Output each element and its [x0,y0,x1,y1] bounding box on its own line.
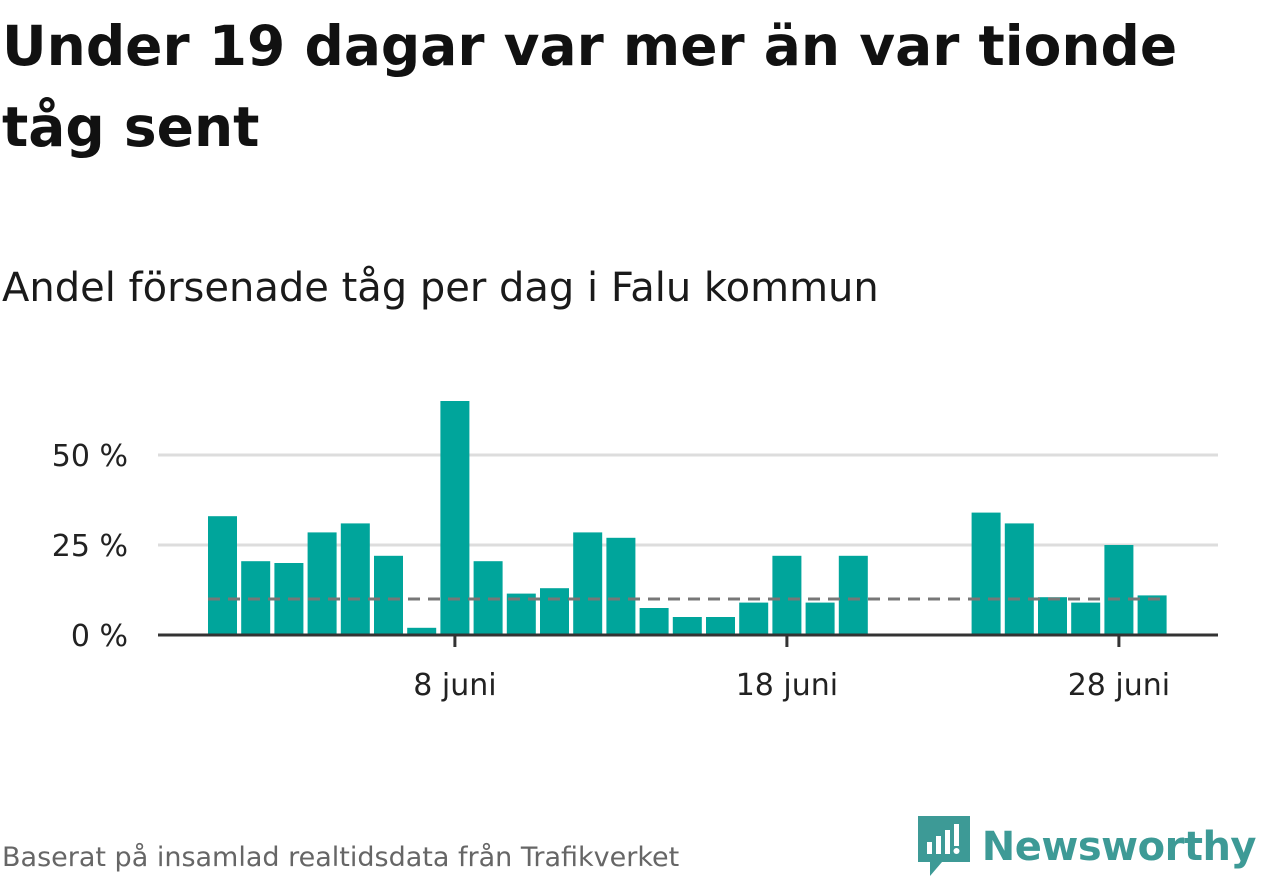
x-tick-label: 18 juni [736,668,838,703]
y-tick-label: 0 % [71,619,128,654]
bar [440,401,470,635]
bar [639,608,669,635]
chart-title: Under 19 dagar var mer än var tionde tåg… [2,14,1178,159]
bar [971,512,1001,635]
bar [208,516,237,635]
bar [805,602,835,635]
bar [407,627,437,635]
bar [540,588,569,635]
bar-chart: 0 % 25 % 50 % 8 juni 18 juni 28 juni [52,401,1218,703]
bar [838,555,868,635]
brand-name: Newsworthy [981,824,1257,870]
y-tick-label: 50 % [52,439,128,474]
bar [706,617,735,635]
bar [1137,595,1167,635]
chart-subtitle: Andel försenade tåg per dag i Falu kommu… [2,265,879,311]
bars [208,401,1167,635]
bar [573,532,603,635]
bar [772,555,802,635]
bar [739,602,769,635]
y-tick-label: 25 % [52,529,128,564]
source-note: Baserat på insamlad realtidsdata från Tr… [2,842,680,873]
x-tick-label: 8 juni [413,668,496,703]
bar [307,532,337,635]
gridlines [158,453,1218,547]
bar [672,617,702,635]
x-tick-label: 28 juni [1068,668,1170,703]
axes: 0 % 25 % 50 % 8 juni 18 juni 28 juni [52,439,1218,703]
bar [340,523,370,635]
bar [1071,602,1101,635]
bar [1104,545,1134,635]
bar [1038,597,1067,635]
brand-logo: Newsworthy [917,816,1257,877]
newsworthy-logo-icon [917,816,970,876]
bar [606,537,636,635]
bar [1004,523,1034,635]
bar [374,555,403,635]
